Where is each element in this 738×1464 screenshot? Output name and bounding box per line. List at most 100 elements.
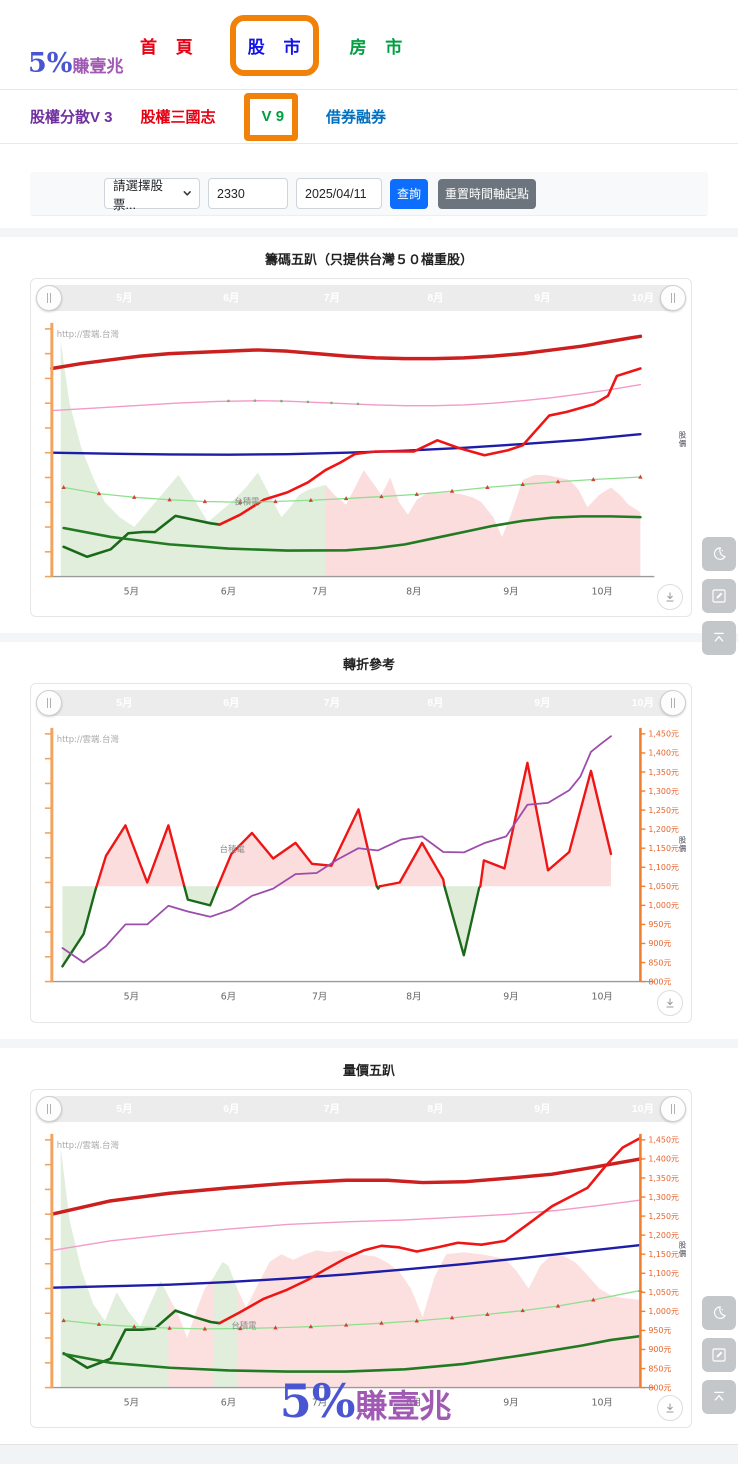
site-logo[interactable]: 5%賺壹兆 — [28, 48, 123, 79]
download-icon — [666, 592, 674, 602]
svg-text:8月: 8月 — [406, 992, 421, 1003]
stock-select[interactable]: 請選擇股票... — [104, 178, 200, 212]
edit-button[interactable] — [702, 579, 736, 613]
nav-stock[interactable]: 股 市 — [247, 37, 308, 57]
main-nav: 首 頁 股 市 房 市 — [140, 0, 409, 90]
bottom-strip — [0, 1443, 738, 1464]
dark-mode-button[interactable] — [702, 1295, 736, 1330]
svg-text:900元: 900元 — [648, 939, 671, 948]
slider-month-label: 8月 — [427, 697, 444, 710]
slider-month-label: 7月 — [323, 292, 340, 304]
download-chart-button[interactable] — [657, 584, 683, 611]
scroll-top-icon — [714, 632, 724, 642]
footer-logo: 5%賺壹兆 — [280, 1374, 452, 1428]
slider-handle-right[interactable] — [660, 690, 686, 717]
svg-text:800元: 800元 — [648, 1383, 671, 1392]
edit-icon — [712, 589, 726, 603]
footer-logo-text: 賺壹兆 — [355, 1387, 452, 1424]
download-icon — [666, 1403, 674, 1413]
reset-timeline-button[interactable]: 重置時間軸起點 — [438, 178, 537, 209]
time-range-slider[interactable]: 5月 6月 7月 8月 9月 10月 — [36, 690, 686, 717]
moon-icon — [714, 547, 726, 560]
stock-code-input[interactable] — [208, 178, 288, 209]
svg-text:http://雲端.台灣: http://雲端.台灣 — [57, 329, 120, 339]
download-chart-button[interactable] — [657, 1394, 683, 1421]
svg-text:1,250元: 1,250元 — [648, 806, 679, 815]
y-axis-title: 股價 — [678, 1241, 687, 1259]
edit-button[interactable] — [702, 1337, 736, 1372]
subnav-v9[interactable]: V 9 — [261, 107, 285, 125]
svg-text:9月: 9月 — [503, 586, 518, 597]
slider-month-label: 6月 — [223, 1102, 240, 1115]
svg-text:http://雲端.台灣: http://雲端.台灣 — [57, 1139, 120, 1149]
slider-handle-left[interactable] — [36, 690, 62, 717]
floating-tools — [702, 537, 736, 655]
slider-grip-icon — [671, 1103, 675, 1114]
svg-text:台積電: 台積電 — [220, 844, 246, 854]
chart-section-volume-price: 量價五趴 5月 6月 7月 8月 9月 10月 1,450元 1,400元 1,350元 1,3… — [0, 1047, 738, 1428]
svg-text:1,400元: 1,400元 — [648, 1154, 679, 1163]
svg-text:6月: 6月 — [221, 1397, 236, 1408]
download-icon — [666, 998, 674, 1007]
svg-text:1,300元: 1,300元 — [648, 1192, 679, 1201]
time-range-slider[interactable]: 5月 6月 7月 8月 9月 10月 — [36, 285, 686, 311]
chart-section-chips: 籌碼五趴（只提供台灣５０檔重股） 5月 6月 7月 8月 9月 10月 5月 6月 7月 8月 9… — [0, 237, 738, 655]
slider-month-label: 8月 — [427, 1102, 444, 1115]
subnav-v9-highlight-box: V 9 — [243, 92, 299, 141]
slider-handle-right[interactable] — [660, 1095, 686, 1122]
download-chart-button[interactable] — [657, 989, 683, 1016]
chart-title: 籌碼五趴（只提供台灣５０檔重股） — [264, 252, 473, 267]
svg-text:950元: 950元 — [648, 920, 671, 929]
svg-text:7月: 7月 — [312, 586, 327, 597]
svg-text:6月: 6月 — [221, 586, 236, 597]
subnav-equity-three-kingdoms[interactable]: 股權三國志 — [140, 109, 216, 126]
chart-panel: 5月 6月 7月 8月 9月 10月 5月 6月 7月 8月 9月 10月 http://雲端.台灣台… — [30, 278, 692, 618]
nav-housing[interactable]: 房 市 — [349, 37, 410, 57]
svg-text:850元: 850元 — [648, 1364, 671, 1373]
edit-icon — [712, 1347, 726, 1362]
slider-month-label: 9月 — [534, 292, 551, 304]
y-axis-title: 股價 — [678, 430, 687, 448]
slider-month-label: 6月 — [223, 292, 240, 304]
svg-text:9月: 9月 — [503, 992, 518, 1003]
subnav-equity-dispersion[interactable]: 股權分散V 3 — [30, 109, 113, 126]
svg-text:7月: 7月 — [312, 992, 327, 1003]
svg-text:台積電: 台積電 — [231, 1320, 257, 1330]
slider-handle-left[interactable] — [36, 1095, 62, 1122]
svg-text:5月: 5月 — [124, 992, 139, 1003]
svg-text:台積電: 台積電 — [234, 497, 260, 507]
svg-text:1,350元: 1,350元 — [648, 768, 679, 777]
time-range-slider[interactable]: 5月 6月 7月 8月 9月 10月 — [36, 1095, 686, 1122]
svg-text:1,450元: 1,450元 — [648, 730, 679, 739]
slider-handle-right[interactable] — [660, 285, 686, 311]
subnav: 股權分散V 3 股權三國志 V 9 借券融券 — [0, 90, 738, 144]
logo-text: 賺壹兆 — [72, 57, 124, 76]
svg-text:1,300元: 1,300元 — [648, 787, 679, 796]
scroll-to-top-button[interactable] — [702, 621, 736, 655]
slider-month-label: 10月 — [631, 697, 654, 710]
svg-text:1,150元: 1,150元 — [648, 844, 679, 853]
stock-select-value: 請選擇股票... — [113, 178, 164, 212]
header: 5%賺壹兆 首 頁 股 市 房 市 — [0, 0, 738, 90]
query-button[interactable]: 查詢 — [390, 178, 429, 209]
section-divider — [0, 1038, 738, 1048]
svg-text:http://雲端.台灣: http://雲端.台灣 — [57, 734, 120, 744]
slider-month-label: 6月 — [223, 697, 240, 710]
svg-text:850元: 850元 — [648, 959, 671, 968]
slider-month-label: 9月 — [534, 697, 551, 710]
floating-tools — [702, 1295, 736, 1414]
date-input[interactable]: 2025/04/11 — [296, 178, 382, 209]
section-divider — [0, 633, 738, 643]
footer-logo-5-percent: 5% — [279, 1373, 356, 1428]
scroll-top-icon — [714, 1391, 724, 1401]
svg-text:1,250元: 1,250元 — [648, 1211, 679, 1220]
nav-home[interactable]: 首 頁 — [140, 37, 200, 57]
slider-handle-left[interactable] — [36, 285, 62, 311]
subnav-securities-lending[interactable]: 借券融券 — [326, 109, 387, 126]
scroll-to-top-button[interactable] — [702, 1379, 736, 1414]
dark-mode-button[interactable] — [702, 537, 736, 571]
svg-text:950元: 950元 — [648, 1326, 671, 1335]
svg-text:10月: 10月 — [591, 586, 612, 597]
section-divider — [0, 228, 738, 237]
